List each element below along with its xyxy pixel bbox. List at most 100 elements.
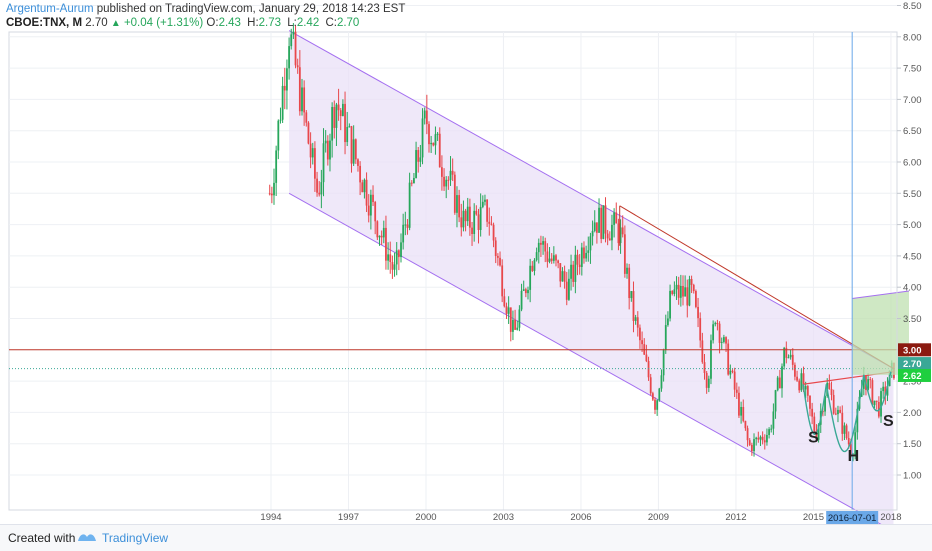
- time-tick-label: 1994: [260, 512, 281, 523]
- price-tick-label: 2.50: [903, 377, 922, 388]
- time-tick-label: 2006: [570, 512, 591, 523]
- author-link[interactable]: Argentum-Aurum: [6, 3, 94, 15]
- tradingview-logo-icon[interactable]: [76, 530, 98, 547]
- resistance-price-tag-box: [898, 343, 931, 357]
- candle-body: [843, 425, 846, 434]
- candle-body: [849, 444, 852, 455]
- candle-body: [570, 264, 572, 279]
- candle-body: [290, 34, 293, 47]
- candle-body: [458, 195, 461, 218]
- candle-body: [595, 222, 598, 233]
- candle-body: [335, 104, 338, 128]
- candle-body: [770, 428, 773, 430]
- candle-body: [634, 317, 637, 321]
- price-tags: 3.00 2.702.62: [898, 343, 931, 382]
- candle-body: [535, 252, 538, 261]
- candle-body: [809, 395, 811, 409]
- candle-body: [494, 240, 497, 256]
- candle-body: [537, 242, 540, 253]
- target-top-line: [852, 290, 910, 299]
- price-change: +0.04 (+1.31%): [123, 17, 204, 29]
- candle-body: [546, 251, 549, 262]
- close-label: C:: [325, 17, 337, 29]
- candle-body: [822, 411, 824, 413]
- candle-body: [344, 103, 346, 143]
- candle-body: [387, 254, 389, 261]
- candle-body: [316, 178, 318, 193]
- candle-body: [389, 254, 392, 263]
- candle-body: [533, 260, 536, 271]
- candle-body: [552, 255, 555, 261]
- candle-body: [746, 428, 749, 441]
- candle-body: [531, 265, 534, 271]
- candle-body: [778, 377, 781, 389]
- candle-body: [589, 236, 592, 251]
- candle-body: [656, 400, 659, 410]
- candle-body: [357, 159, 359, 166]
- pattern-label-shoulder: S: [808, 429, 819, 446]
- candle-body: [456, 195, 458, 213]
- time-axis: 1994 1997 2000 2003 2006 2009 2012 2015 20182016…: [9, 509, 901, 524]
- candle-body: [613, 212, 616, 225]
- candle-body: [499, 257, 501, 266]
- candle-body: [542, 241, 544, 245]
- candle-body: [794, 364, 796, 377]
- low-value: 2.42: [296, 17, 320, 29]
- created-with-text: Created with: [8, 531, 76, 545]
- candle-body: [578, 264, 581, 267]
- candle-body: [759, 436, 762, 440]
- price-tick-label: 5.00: [903, 220, 922, 231]
- tradingview-link[interactable]: TradingView: [102, 531, 169, 545]
- candle-body: [682, 285, 684, 297]
- price-tick-label: 2.00: [903, 408, 922, 419]
- candle-body: [572, 264, 575, 282]
- candle-body: [333, 106, 336, 128]
- candle-body: [275, 150, 278, 183]
- candle-body: [473, 210, 476, 234]
- candle-body: [806, 386, 809, 396]
- candle-body: [415, 150, 417, 178]
- candle-body: [559, 263, 562, 282]
- candle-body: [623, 234, 626, 274]
- high-value: 2.73: [258, 17, 282, 29]
- candle-body: [486, 199, 489, 222]
- candle-body: [677, 284, 680, 298]
- candle-body: [847, 438, 850, 445]
- candle-body: [712, 324, 715, 341]
- candle-body: [516, 327, 519, 330]
- candle-body: [729, 370, 732, 375]
- symbol-label[interactable]: CBOE:TNX, M: [6, 17, 83, 29]
- price-tick-label: 6.50: [903, 126, 922, 137]
- candle-body: [649, 377, 652, 394]
- candle-body: [886, 386, 889, 396]
- footer-bar: Created with TradingView: [0, 524, 932, 551]
- candle-body: [443, 176, 445, 187]
- candle-body: [720, 341, 723, 343]
- candle-body: [408, 182, 411, 228]
- candle-body: [520, 290, 523, 310]
- candle-body: [591, 230, 594, 237]
- red-trendline: [619, 205, 894, 370]
- candle-body: [524, 289, 527, 294]
- price-chart[interactable]: S H S 1.00 1.50 2.00 2.50 3.00 3.50 4.00 4.50 5.00…: [0, 0, 932, 524]
- candle-body: [475, 210, 478, 215]
- candle-body: [690, 279, 693, 285]
- candle-body: [346, 126, 349, 143]
- candle-body: [626, 267, 628, 274]
- candle-body: [802, 373, 805, 390]
- candle-body: [447, 179, 450, 181]
- candle-body: [298, 67, 301, 112]
- candle-body: [867, 379, 870, 390]
- candle-body: [862, 375, 865, 389]
- candle-body: [621, 227, 624, 235]
- price-tick-label: 7.50: [903, 64, 922, 75]
- candle-body: [882, 386, 885, 392]
- candle-body: [484, 199, 486, 202]
- time-tick-label: 1997: [338, 512, 359, 523]
- candle-body: [783, 347, 786, 367]
- candle-body: [735, 389, 738, 393]
- candle-body: [296, 65, 299, 68]
- candle-body: [303, 87, 306, 113]
- candle-body: [796, 376, 798, 381]
- candle-body: [406, 224, 409, 228]
